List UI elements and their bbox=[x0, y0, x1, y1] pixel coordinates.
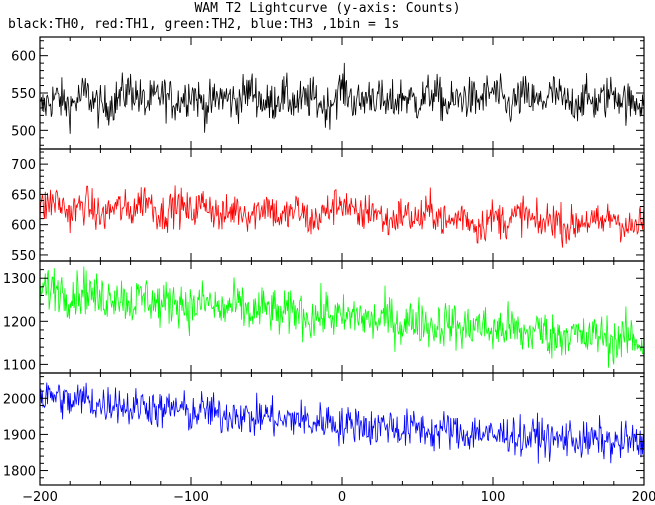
x-tick-label: 200 bbox=[632, 490, 655, 505]
x-tick-label: 100 bbox=[481, 490, 506, 505]
y-tick-label: 1800 bbox=[3, 465, 36, 480]
panel-frame-th2 bbox=[39, 260, 645, 374]
y-tick-label: 700 bbox=[11, 158, 36, 173]
series-line-th1 bbox=[40, 185, 644, 248]
panel-frame-th1 bbox=[39, 148, 645, 262]
series-line-th2 bbox=[40, 266, 644, 368]
chart-subtitle: black:TH0, red:TH1, green:TH2, blue:TH3 … bbox=[8, 17, 400, 32]
y-tick-label: 1900 bbox=[3, 428, 36, 443]
series-line-th0 bbox=[40, 62, 644, 134]
x-tick-label: −100 bbox=[173, 490, 209, 505]
y-tick-label: 650 bbox=[11, 188, 36, 203]
y-tick-label: 1300 bbox=[3, 272, 36, 287]
y-tick-label: 550 bbox=[11, 87, 36, 102]
panel-frame-th3 bbox=[39, 372, 645, 486]
y-tick-label: 600 bbox=[11, 219, 36, 234]
y-tick-label: 500 bbox=[11, 124, 36, 139]
y-tick-label: 2000 bbox=[3, 392, 36, 407]
x-tick-label: −200 bbox=[22, 490, 58, 505]
y-tick-label: 1200 bbox=[3, 315, 36, 330]
y-tick-label: 1100 bbox=[3, 358, 36, 373]
y-tick-label: 600 bbox=[11, 50, 36, 65]
y-tick-label: 550 bbox=[11, 249, 36, 264]
x-tick-label: 0 bbox=[338, 490, 346, 505]
panel-frame-th0 bbox=[39, 36, 645, 150]
series-line-th3 bbox=[40, 382, 644, 464]
chart-title: WAM T2 Lightcurve (y-axis: Counts) bbox=[194, 1, 461, 16]
